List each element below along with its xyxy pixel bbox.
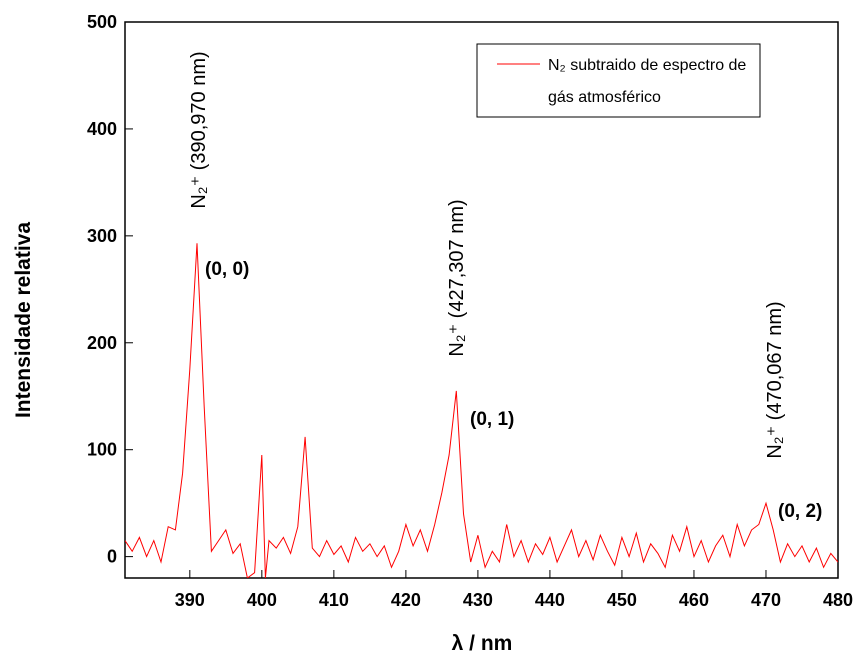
annotation: (0, 0) — [205, 259, 249, 280]
x-tick-label: 420 — [391, 590, 421, 610]
x-tick-label: 440 — [535, 590, 565, 610]
y-tick-label: 300 — [87, 226, 117, 246]
y-tick-label: 500 — [87, 12, 117, 32]
legend-box — [476, 43, 761, 118]
x-tick-label: 430 — [463, 590, 493, 610]
annotation: (0, 2) — [778, 501, 822, 522]
y-tick-label: 100 — [87, 440, 117, 460]
legend-label: N₂ subtraido de espectro de gás atmosfér… — [548, 57, 747, 106]
annotation: N₂⁺ (470,067 nm) — [764, 301, 786, 458]
x-tick-label: 450 — [607, 590, 637, 610]
x-tick-label: 400 — [247, 590, 277, 610]
y-tick-label: 0 — [107, 547, 117, 567]
annotation: (0, 1) — [470, 409, 514, 430]
x-tick-label: 460 — [679, 590, 709, 610]
x-tick-label: 410 — [319, 590, 349, 610]
annotation: N₂⁺ (427,307 nm) — [446, 199, 468, 356]
x-tick-label: 390 — [175, 590, 205, 610]
y-axis-label: Intensidade relativa — [12, 222, 35, 418]
line-series — [125, 243, 838, 578]
x-tick-label: 480 — [823, 590, 853, 610]
plot-frame — [124, 21, 839, 579]
y-tick-label: 400 — [87, 119, 117, 139]
annotation: N₂⁺ (390,970 nm) — [188, 51, 210, 208]
y-tick-label: 200 — [87, 333, 117, 353]
x-axis-label: λ / nm — [452, 632, 513, 655]
x-tick-label: 470 — [751, 590, 781, 610]
